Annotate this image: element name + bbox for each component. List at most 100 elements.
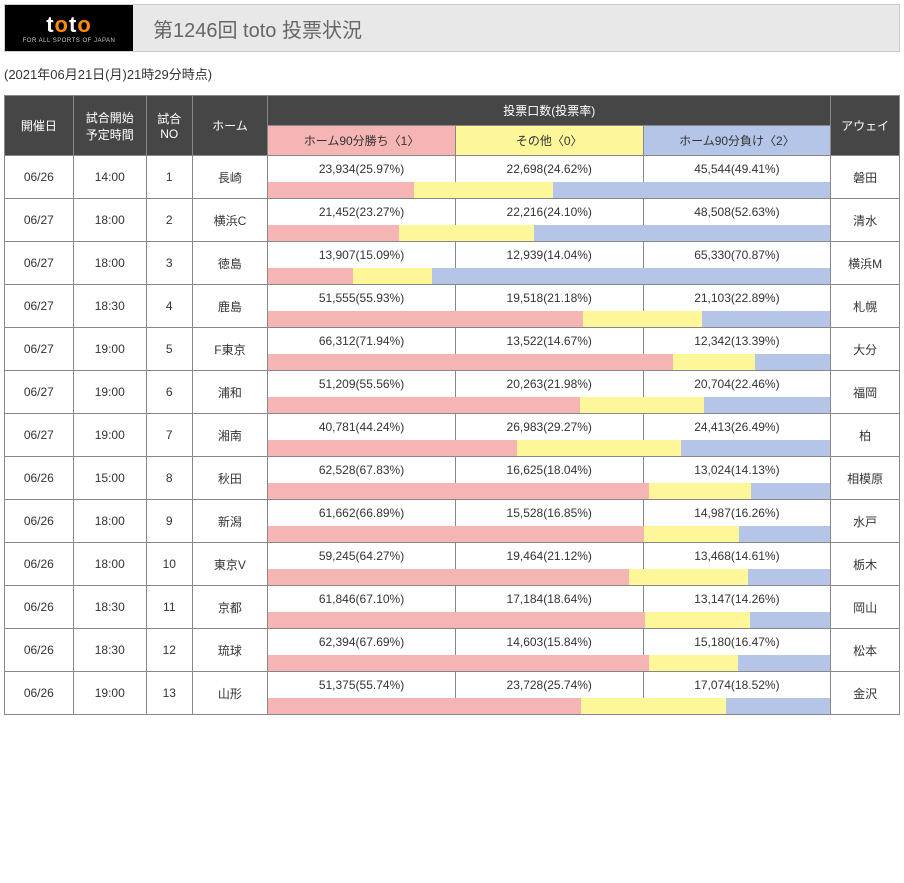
cell-date: 06/26: [5, 500, 74, 543]
cell-date: 06/26: [5, 672, 74, 715]
cell-win-value: 62,394(67.69%): [268, 629, 456, 656]
th-away: アウェイ: [831, 96, 900, 156]
cell-away: 松本: [831, 629, 900, 672]
bar-lose-segment: [553, 182, 831, 198]
bar-draw-segment: [399, 225, 534, 241]
cell-lose-value: 15,180(16.47%): [643, 629, 831, 656]
cell-home: 京都: [192, 586, 268, 629]
bar-draw-segment: [580, 397, 704, 413]
cell-draw-value: 23,728(25.74%): [455, 672, 643, 699]
cell-draw-value: 22,698(24.62%): [455, 156, 643, 183]
bar-lose-segment: [755, 354, 830, 370]
cell-no: 10: [146, 543, 192, 586]
cell-time: 18:30: [73, 586, 146, 629]
vote-bar: [268, 698, 831, 715]
cell-away: 福岡: [831, 371, 900, 414]
vote-bar: [268, 440, 831, 457]
bar-draw-segment: [517, 440, 682, 456]
cell-time: 18:30: [73, 629, 146, 672]
cell-win-value: 40,781(44.24%): [268, 414, 456, 441]
bar-lose-segment: [432, 268, 830, 284]
bar-win-segment: [268, 225, 399, 241]
cell-lose-value: 12,342(13.39%): [643, 328, 831, 355]
cell-home: 東京V: [192, 543, 268, 586]
cell-no: 9: [146, 500, 192, 543]
bar-win-segment: [268, 354, 672, 370]
vote-bar: [268, 483, 831, 500]
toto-logo: toto FOR ALL SPORTS OF JAPAN: [5, 5, 133, 51]
th-date: 開催日: [5, 96, 74, 156]
cell-no: 13: [146, 672, 192, 715]
cell-time: 14:00: [73, 156, 146, 199]
logo-subtitle: FOR ALL SPORTS OF JAPAN: [23, 38, 116, 44]
th-home: ホーム: [192, 96, 268, 156]
bar-win-segment: [268, 483, 649, 499]
cell-time: 18:00: [73, 199, 146, 242]
cell-date: 06/27: [5, 371, 74, 414]
vote-bar: [268, 354, 831, 371]
cell-time: 18:00: [73, 500, 146, 543]
cell-lose-value: 45,544(49.41%): [643, 156, 831, 183]
voting-table: 開催日 試合開始 予定時間 試合 NO ホーム 投票口数(投票率) アウェイ ホ…: [4, 95, 900, 715]
logo-t1: t: [46, 12, 54, 37]
cell-home: 横浜C: [192, 199, 268, 242]
cell-lose-value: 20,704(22.46%): [643, 371, 831, 398]
cell-draw-value: 20,263(21.98%): [455, 371, 643, 398]
cell-date: 06/27: [5, 414, 74, 457]
cell-home: 鹿島: [192, 285, 268, 328]
cell-time: 19:00: [73, 371, 146, 414]
bar-lose-segment: [751, 483, 830, 499]
bar-win-segment: [268, 526, 644, 542]
th-votes: 投票口数(投票率): [268, 96, 831, 126]
cell-time: 18:30: [73, 285, 146, 328]
cell-win-value: 62,528(67.83%): [268, 457, 456, 484]
bar-lose-segment: [534, 225, 830, 241]
cell-home: 新潟: [192, 500, 268, 543]
cell-date: 06/27: [5, 328, 74, 371]
bar-win-segment: [268, 397, 580, 413]
cell-lose-value: 14,987(16.26%): [643, 500, 831, 527]
cell-win-value: 61,662(66.89%): [268, 500, 456, 527]
cell-home: 浦和: [192, 371, 268, 414]
cell-draw-value: 17,184(18.64%): [455, 586, 643, 613]
cell-no: 5: [146, 328, 192, 371]
cell-home: 秋田: [192, 457, 268, 500]
cell-away: 岡山: [831, 586, 900, 629]
bar-lose-segment: [702, 311, 831, 327]
cell-no: 11: [146, 586, 192, 629]
cell-no: 12: [146, 629, 192, 672]
bar-draw-segment: [649, 483, 750, 499]
cell-away: 札幌: [831, 285, 900, 328]
cell-win-value: 59,245(64.27%): [268, 543, 456, 570]
vote-bar: [268, 397, 831, 414]
cell-lose-value: 65,330(70.87%): [643, 242, 831, 269]
cell-draw-value: 16,625(18.04%): [455, 457, 643, 484]
cell-win-value: 61,846(67.10%): [268, 586, 456, 613]
vote-bar: [268, 569, 831, 586]
cell-win-value: 51,555(55.93%): [268, 285, 456, 312]
bar-win-segment: [268, 311, 582, 327]
cell-lose-value: 24,413(26.49%): [643, 414, 831, 441]
bar-draw-segment: [644, 526, 739, 542]
cell-home: F東京: [192, 328, 268, 371]
cell-home: 山形: [192, 672, 268, 715]
cell-home: 長崎: [192, 156, 268, 199]
cell-no: 2: [146, 199, 192, 242]
cell-date: 06/27: [5, 285, 74, 328]
th-draw: その他〈0〉: [455, 126, 643, 156]
th-win: ホーム90分勝ち〈1〉: [268, 126, 456, 156]
bar-draw-segment: [414, 182, 552, 198]
timestamp: (2021年06月21日(月)21時29分時点): [4, 64, 900, 83]
cell-lose-value: 13,024(14.13%): [643, 457, 831, 484]
cell-win-value: 21,452(23.27%): [268, 199, 456, 226]
vote-bar: [268, 612, 831, 629]
cell-no: 7: [146, 414, 192, 457]
cell-away: 柏: [831, 414, 900, 457]
bar-draw-segment: [629, 569, 748, 585]
cell-away: 磐田: [831, 156, 900, 199]
th-time: 試合開始 予定時間: [73, 96, 146, 156]
cell-lose-value: 17,074(18.52%): [643, 672, 831, 699]
cell-win-value: 66,312(71.94%): [268, 328, 456, 355]
bar-win-segment: [268, 655, 648, 671]
bar-lose-segment: [681, 440, 830, 456]
